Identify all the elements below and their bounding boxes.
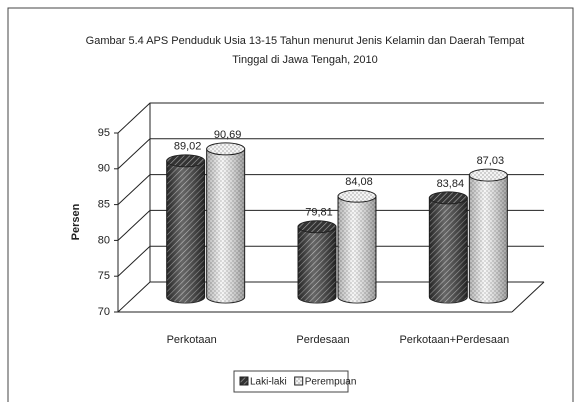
data-label: 84,08: [345, 176, 373, 188]
cylinder-top: [468, 168, 508, 182]
legend-box: [233, 370, 349, 393]
grid-line: [117, 174, 544, 205]
cylinder-top: [297, 220, 337, 234]
legend-label: Perempuan: [305, 377, 357, 388]
chart-title: Gambar 5.4 APS Penduduk Usia 13-15 Tahun…: [85, 35, 525, 66]
data-label: 89,02: [174, 141, 202, 153]
cylinder-shade: [338, 196, 376, 303]
cylinder-shade: [429, 197, 468, 303]
legend-swatch: [294, 376, 304, 386]
y-tick-label: 90: [98, 163, 110, 175]
data-label: 83,84: [437, 178, 465, 190]
x-tick-label: Perkotaan+Perdesaan: [399, 334, 509, 346]
cylinder: [468, 168, 508, 304]
grid-line: [117, 209, 544, 241]
cylinder-shade: [298, 226, 336, 303]
grid-line: [117, 245, 544, 277]
cylinder: [206, 142, 246, 304]
cylinder-top: [206, 142, 246, 156]
x-tick-label: Perdesaan: [296, 334, 349, 346]
grid-line: [117, 138, 544, 170]
cylinder-top: [428, 191, 468, 205]
y-tick-label: 70: [98, 306, 110, 318]
grid-line: [117, 281, 544, 313]
y-tick-label: 80: [98, 234, 110, 246]
floor-edge: [511, 281, 545, 313]
cylinder-top: [166, 154, 206, 168]
cylinder-shade: [166, 160, 205, 303]
cylinder: [428, 191, 468, 304]
legend-label: Laki-laki: [250, 377, 287, 388]
cylinder-shade: [206, 148, 245, 303]
cylinder-top: [337, 189, 377, 203]
data-label: 90,69: [214, 129, 242, 141]
cylinder: [166, 154, 206, 304]
cylinder-shade: [469, 175, 508, 303]
cylinder: [297, 220, 337, 304]
y-tick-label: 75: [98, 270, 110, 282]
data-label: 79,81: [305, 207, 333, 219]
grid-line: [117, 102, 544, 134]
y-axis-label: Persen: [70, 203, 82, 240]
frame: [7, 7, 574, 402]
cylinder: [337, 189, 377, 304]
legend-swatch: [239, 376, 249, 386]
y-tick-label: 85: [98, 199, 110, 211]
data-label: 87,03: [477, 155, 505, 167]
y-tick-label: 95: [98, 127, 110, 139]
x-tick-label: Perkotaan: [167, 334, 217, 346]
